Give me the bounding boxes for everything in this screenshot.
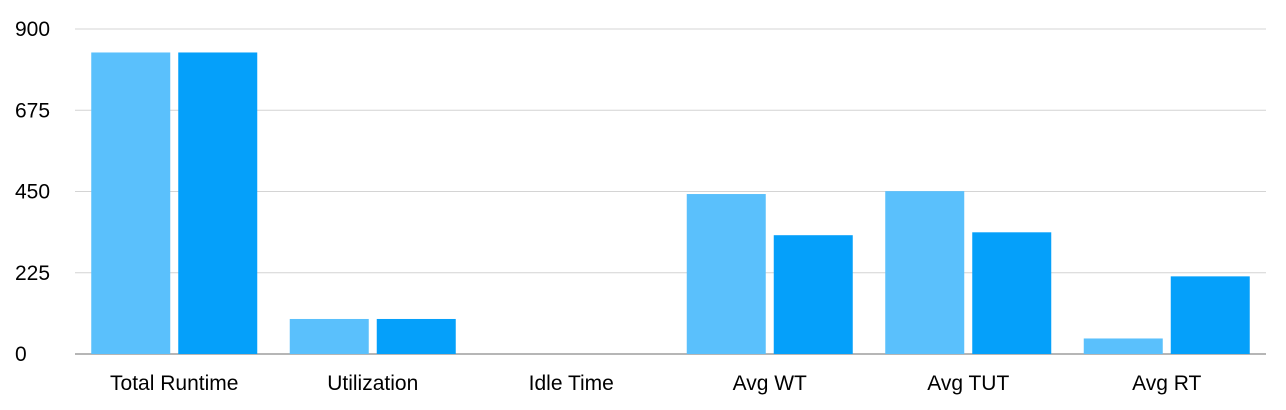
bar-avg-tut-series-1: [885, 191, 965, 354]
y-tick-label: 450: [15, 181, 50, 204]
y-tick-label: 225: [15, 262, 50, 285]
y-tick-label: 900: [15, 18, 50, 41]
x-tick-label: Utilization: [327, 372, 418, 395]
bar-utilization-series-1: [289, 318, 369, 354]
x-tick-label: Avg RT: [1132, 372, 1201, 395]
bar-avg-wt-series-2: [773, 235, 853, 354]
bar-total-runtime-series-2: [178, 52, 258, 354]
y-axis-ticks: 0 225 450 675 900: [15, 18, 50, 366]
y-tick-label: 675: [15, 99, 50, 122]
x-tick-label: Total Runtime: [110, 372, 238, 395]
bar-avg-rt-series-1: [1083, 338, 1163, 354]
x-axis-ticks: Total Runtime Utilization Idle Time Avg WT A…: [110, 372, 1201, 395]
bar-utilization-series-2: [376, 318, 456, 354]
grid-layer: [75, 28, 1266, 355]
x-tick-label: Avg WT: [733, 372, 807, 395]
y-tick-label: 0: [15, 343, 27, 366]
bar-avg-rt-series-2: [1170, 276, 1250, 354]
bar-avg-wt-series-1: [686, 194, 766, 354]
bar-avg-tut-series-2: [972, 232, 1052, 354]
bar-total-runtime-series-1: [91, 52, 171, 354]
x-tick-label: Avg TUT: [927, 372, 1009, 395]
bar-layer: [91, 52, 1250, 354]
x-tick-label: Idle Time: [529, 372, 614, 395]
